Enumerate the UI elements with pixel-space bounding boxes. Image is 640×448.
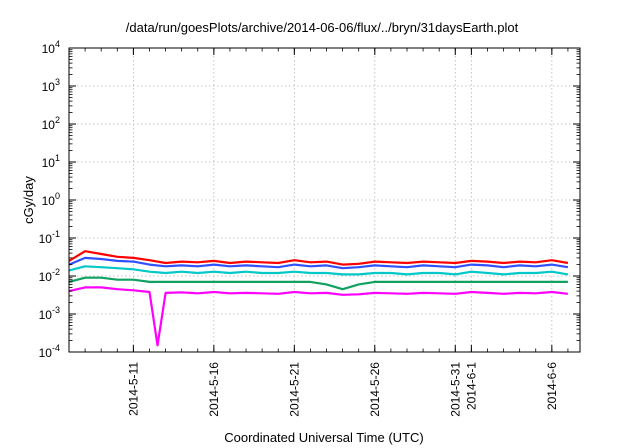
y-tick-label: 101	[42, 153, 60, 170]
y-tick-base: 10	[39, 346, 53, 360]
y-tick-base: 10	[42, 156, 56, 170]
y-tick-base: 10	[39, 308, 53, 322]
x-tick-label: 2014-5-26	[368, 362, 382, 417]
y-tick-exponent: -4	[52, 343, 60, 353]
y-tick-label: 10-3	[39, 305, 60, 322]
series-line-4	[68, 276, 568, 291]
y-tick-label: 100	[42, 191, 60, 208]
series-line-5	[68, 286, 569, 347]
x-tick-label: 2014-5-31	[448, 362, 462, 417]
series-line-3	[68, 265, 569, 276]
x-axis-label: Coordinated Universal Time (UTC)	[224, 430, 423, 445]
x-tick-label: 2014-6-6	[545, 362, 559, 410]
y-tick-base: 10	[39, 270, 53, 284]
y-tick-base: 10	[42, 80, 56, 94]
y-tick-exponent: -2	[52, 267, 60, 277]
y-tick-exponent: 0	[55, 191, 60, 201]
y-tick-label: 10-1	[39, 229, 60, 246]
y-tick-label: 10-2	[39, 267, 60, 284]
y-tick-exponent: -1	[52, 229, 60, 239]
y-tick-exponent: 1	[55, 153, 60, 163]
y-tick-label: 104	[42, 39, 60, 56]
grid-lines	[69, 48, 580, 352]
y-tick-label: 102	[42, 115, 60, 132]
x-tick-label: 2014-5-16	[207, 362, 221, 417]
y-tick-exponent: 3	[55, 77, 60, 87]
x-tick-label: 2014-5-11	[126, 362, 140, 416]
series-layer	[68, 250, 569, 347]
x-tick-label: 2014-6-1	[464, 362, 478, 410]
series-line-2	[68, 256, 569, 270]
x-axis-ticks: 2014-5-11 2014-5-16 2014-5-21 2014-5-26 2014…	[68, 48, 569, 417]
y-tick-base: 10	[42, 194, 56, 208]
x-tick-label: 2014-5-21	[287, 362, 301, 417]
series-line-1	[68, 250, 569, 266]
y-tick-base: 10	[42, 42, 56, 56]
y-tick-exponent: 2	[55, 115, 60, 125]
y-tick-label: 103	[42, 77, 60, 94]
y-tick-exponent: -3	[52, 305, 60, 315]
chart-title: /data/run/goesPlots/archive/2014-06-06/f…	[126, 20, 519, 35]
y-tick-base: 10	[39, 232, 53, 246]
y-tick-exponent: 4	[55, 39, 60, 49]
y-tick-label: 10-4	[39, 343, 60, 360]
y-axis-label: cGy/day	[21, 176, 36, 224]
y-tick-base: 10	[42, 118, 56, 132]
